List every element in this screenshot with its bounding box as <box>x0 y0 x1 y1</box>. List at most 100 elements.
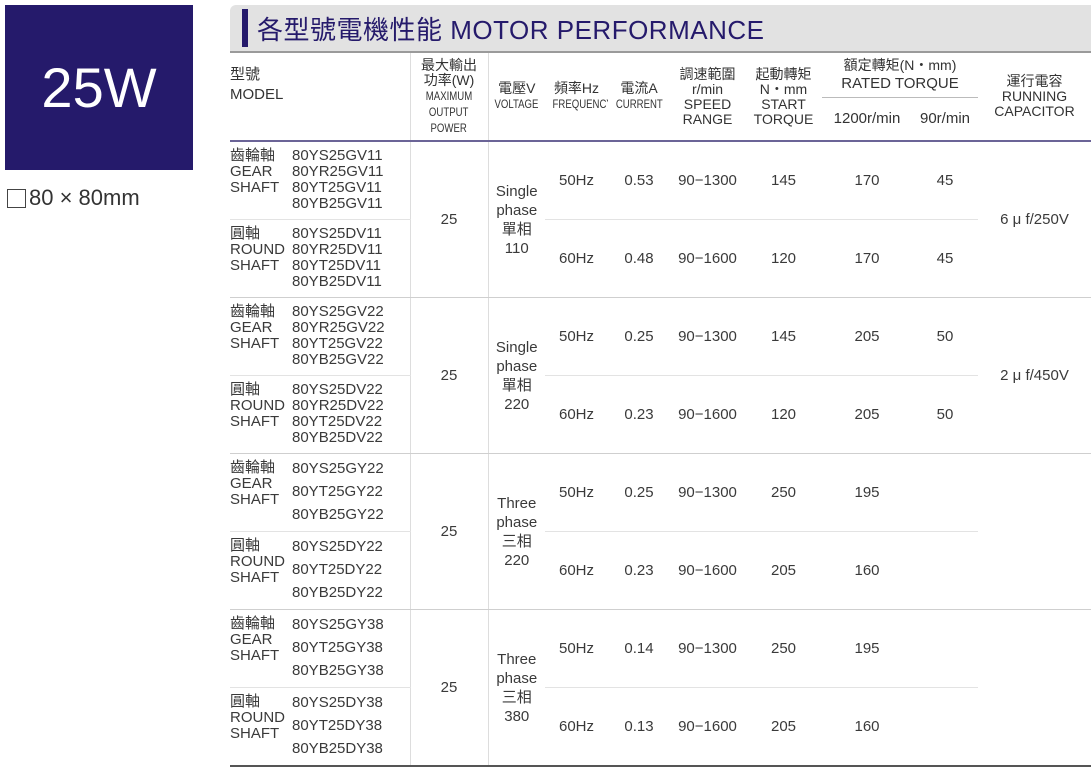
current-cell: 0.23 <box>608 375 670 454</box>
page-title: 各型號電機性能 MOTOR PERFORMANCE <box>257 14 765 45</box>
frame-size-label: 80 × 80mm <box>29 185 140 210</box>
model-code: 80YB25GY22 <box>292 506 384 523</box>
voltage-cell: Three phase 三相 220 <box>488 453 545 610</box>
table-row: 圓軸 ROUND SHAFT 80YS25DY22 80YT25DY22 80YB25D… <box>230 531 1091 610</box>
model-code: 80YS25DY22 <box>292 538 383 555</box>
table-row: 圓軸 ROUND SHAFT 80YS25DY38 80YT25DY38 80YB25D… <box>230 687 1091 767</box>
table-row: 齒輪軸 GEAR SHAFT 80YS25GY22 80YT25GY22 80YB25G… <box>230 453 1091 610</box>
speed-cell: 90−1300 <box>670 609 745 688</box>
speed-cell: 90−1300 <box>670 141 745 220</box>
model-code: 80YT25GY38 <box>292 639 383 656</box>
model-code: 80YR25GV22 <box>292 319 385 336</box>
model-code: 80YB25DV22 <box>292 429 383 446</box>
current-cell: 0.13 <box>608 687 670 767</box>
model-codes: 80YS25DV11 80YR25DV11 80YT25DV11 80YB25DV11 <box>292 226 383 290</box>
freq-cell: 60Hz <box>545 375 608 454</box>
start-cell: 120 <box>745 219 822 298</box>
model-code: 80YS25DV22 <box>292 381 383 398</box>
model-codes: 80YS25DY22 80YT25DY22 80YB25DY22 <box>292 535 383 604</box>
table-row: 齒輪軸 GEAR SHAFT 80YS25GV11 80YR25GV11 80YT25G… <box>230 141 1091 298</box>
model-codes: 80YS25GY22 80YT25GY22 80YB25GY22 <box>292 457 384 526</box>
model-code: 80YT25GV22 <box>292 335 383 352</box>
table-row: 齒輪軸 GEAR SHAFT 80YS25GV22 80YR25GV22 80YT25G… <box>230 297 1091 454</box>
freq-cell: 50Hz <box>545 609 608 688</box>
speed-cell: 90−1300 <box>670 453 745 532</box>
motor-performance-table: 型號 MODEL 最大輸出 功率(W) MAXIMUM OUTPUT POWER 電壓V V… <box>230 53 1091 767</box>
table-row: 圓軸 ROUND SHAFT 80YS25DV22 80YR25DV22 80YT25D… <box>230 375 1091 454</box>
model-cell: 齒輪軸 GEAR SHAFT 80YS25GY22 80YT25GY22 80YB25G… <box>230 453 411 532</box>
r90-cell: 50 <box>912 297 978 376</box>
model-code: 80YR25DV22 <box>292 397 384 414</box>
power-cell: 25 <box>410 297 489 454</box>
r90-cell <box>912 531 978 610</box>
freq-cell: 60Hz <box>545 531 608 610</box>
current-cell: 0.23 <box>608 531 670 610</box>
header-voltage: 電壓V VOLTAGE <box>488 53 545 142</box>
header-frequency: 頻率Hz FREQUENCY <box>545 53 608 142</box>
power-badge: 25W <box>5 5 193 170</box>
start-cell: 250 <box>745 609 822 688</box>
model-codes: 80YS25DY38 80YT25DY38 80YB25DY38 <box>292 691 383 760</box>
model-cell: 圓軸 ROUND SHAFT 80YS25DY22 80YT25DY22 80YB25D… <box>230 531 411 610</box>
speed-cell: 90−1600 <box>670 219 745 298</box>
current-cell: 0.25 <box>608 453 670 532</box>
r1200-cell: 205 <box>822 375 912 454</box>
speed-cell: 90−1600 <box>670 375 745 454</box>
r1200-cell: 205 <box>822 297 912 376</box>
header-current: 電流A CURRENT <box>608 53 670 142</box>
header-start-torque: 起動轉矩 N・mm START TORQUE <box>745 53 822 142</box>
voltage-cell: Single phase 單相 110 <box>488 141 545 298</box>
capacitor-cell: 6 μ f/250V <box>978 141 1091 298</box>
model-code: 80YB25DV11 <box>292 273 382 290</box>
model-code: 80YB25GV11 <box>292 195 383 212</box>
model-code: 80YS25GY22 <box>292 460 384 477</box>
shaft-type: 圓軸 ROUND SHAFT <box>230 537 285 586</box>
table-row: 齒輪軸 GEAR SHAFT 80YS25GY38 80YT25GY38 80YB25G… <box>230 609 1091 767</box>
model-codes: 80YS25GV11 80YR25GV11 80YT25GV11 80YB25GV11 <box>292 148 383 212</box>
table-body: 齒輪軸 GEAR SHAFT 80YS25GV11 80YR25GV11 80YT25G… <box>230 141 1091 767</box>
table-row: 圓軸 ROUND SHAFT 80YS25DV11 80YR25DV11 80YT25D… <box>230 219 1091 298</box>
r90-cell <box>912 687 978 767</box>
frame-size: 80 × 80mm <box>7 185 140 211</box>
r1200-cell: 195 <box>822 453 912 532</box>
model-code: 80YR25DV11 <box>292 241 383 258</box>
model-code: 80YT25DY38 <box>292 717 383 734</box>
shaft-type: 齒輪軸 GEAR SHAFT <box>230 147 280 196</box>
speed-cell: 90−1300 <box>670 297 745 376</box>
model-code: 80YB25DY22 <box>292 584 383 601</box>
shaft-type: 齒輪軸 GEAR SHAFT <box>230 303 280 352</box>
r1200-cell: 160 <box>822 687 912 767</box>
shaft-type: 齒輪軸 GEAR SHAFT <box>230 459 280 508</box>
model-code: 80YT25GV11 <box>292 179 382 196</box>
header-power: 最大輸出 功率(W) MAXIMUM OUTPUT POWER <box>410 53 489 142</box>
header-speed: 調速範圍 r/min SPEED RANGE <box>670 53 745 142</box>
freq-cell: 50Hz <box>545 297 608 376</box>
model-cell: 圓軸 ROUND SHAFT 80YS25DY38 80YT25DY38 80YB25D… <box>230 687 411 767</box>
start-cell: 250 <box>745 453 822 532</box>
header-model: 型號 MODEL <box>230 53 411 142</box>
freq-cell: 60Hz <box>545 219 608 298</box>
current-cell: 0.14 <box>608 609 670 688</box>
model-code: 80YS25GV11 <box>292 147 383 164</box>
shaft-type: 圓軸 ROUND SHAFT <box>230 225 285 274</box>
start-cell: 205 <box>745 531 822 610</box>
current-cell: 0.48 <box>608 219 670 298</box>
power-cell: 25 <box>410 453 489 610</box>
model-code: 80YT25DY22 <box>292 561 383 578</box>
capacitor-cell <box>978 609 1091 767</box>
section-title-bar: 各型號電機性能 MOTOR PERFORMANCE <box>230 5 1091 53</box>
r1200-cell: 160 <box>822 531 912 610</box>
model-cell: 圓軸 ROUND SHAFT 80YS25DV11 80YR25DV11 80YT25D… <box>230 219 411 298</box>
model-code: 80YT25GY22 <box>292 483 383 500</box>
start-cell: 205 <box>745 687 822 767</box>
r90-cell: 45 <box>912 141 978 220</box>
r1200-cell: 170 <box>822 219 912 298</box>
r1200-cell: 195 <box>822 609 912 688</box>
shaft-type: 圓軸 ROUND SHAFT <box>230 381 285 430</box>
title-accent <box>242 9 248 47</box>
model-code: 80YB25GV22 <box>292 351 384 368</box>
speed-cell: 90−1600 <box>670 687 745 767</box>
model-code: 80YR25GV11 <box>292 163 384 180</box>
r90-cell: 50 <box>912 375 978 454</box>
model-cell: 齒輪軸 GEAR SHAFT 80YS25GV22 80YR25GV22 80YT25G… <box>230 297 411 376</box>
